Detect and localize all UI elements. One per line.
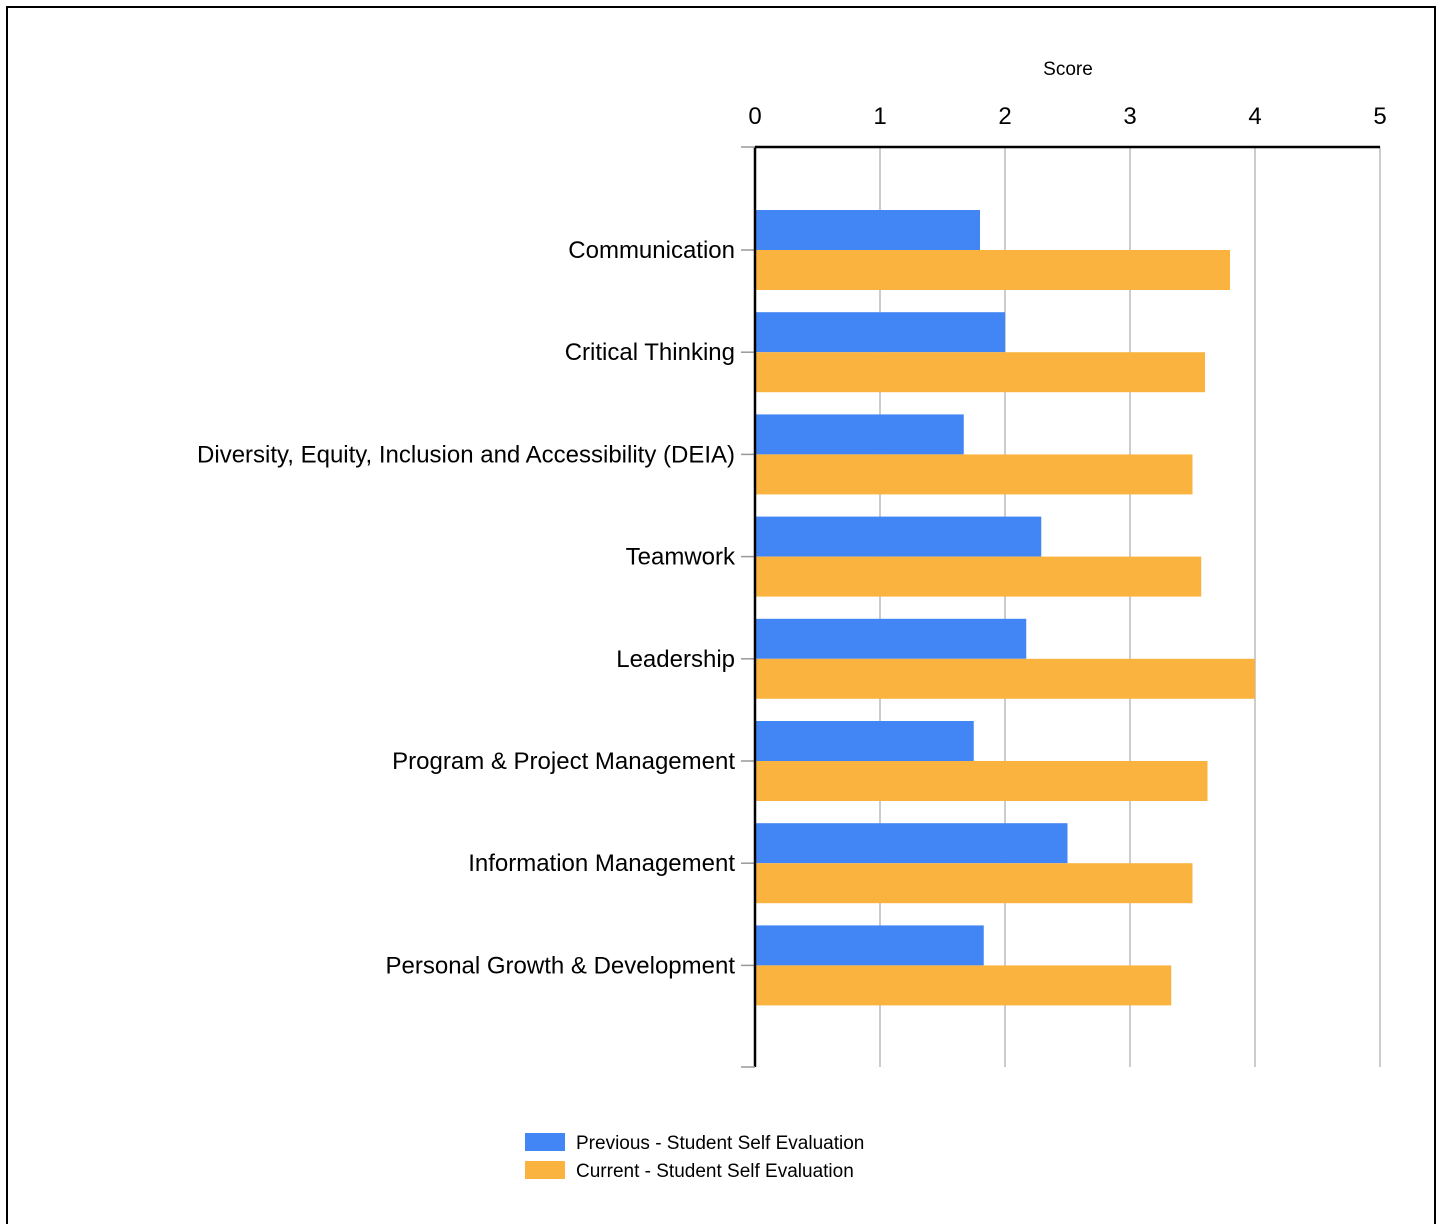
bar-current <box>755 863 1193 904</box>
bar-current <box>755 556 1202 597</box>
category-label: Personal Growth & Development <box>386 952 736 979</box>
category-label: Critical Thinking <box>565 339 735 366</box>
category-label: Communication <box>568 237 735 264</box>
category-label: Diversity, Equity, Inclusion and Accessi… <box>197 441 735 468</box>
category-label: Leadership <box>616 646 735 673</box>
x-axis-title: Score <box>1043 59 1093 80</box>
bar-previous <box>755 721 974 761</box>
x-tick-label: 4 <box>1248 103 1261 130</box>
bar-previous <box>755 516 1042 557</box>
legend-swatch-previous <box>525 1133 565 1151</box>
bar-previous <box>755 925 984 966</box>
bar-current <box>755 454 1193 495</box>
grid-lines <box>879 147 1381 1067</box>
x-tick-label: 3 <box>1123 103 1136 130</box>
bar-previous <box>755 210 980 250</box>
labels: 0 1 2 3 4 5 Communication Critical Thinking Dive… <box>197 103 1387 979</box>
x-tick-label: 5 <box>1373 103 1386 130</box>
bar-current <box>755 352 1205 393</box>
bar-current <box>755 761 1208 801</box>
category-label: Information Management <box>468 850 735 877</box>
bar-current <box>755 250 1230 290</box>
category-label: Program & Project Management <box>392 748 735 775</box>
chart-frame <box>6 6 1436 1224</box>
x-tick-label: 1 <box>873 103 886 130</box>
bar-previous <box>755 312 1005 353</box>
legend-label-previous: Previous - Student Self Evaluation <box>576 1133 864 1154</box>
legend-label-current: Current - Student Self Evaluation <box>576 1161 854 1182</box>
x-tick-label: 0 <box>748 103 761 130</box>
bar-previous <box>755 618 1027 659</box>
bar-current <box>755 965 1172 1006</box>
bar-previous <box>755 414 964 455</box>
bars <box>755 210 1255 1006</box>
axes <box>741 145 1380 1068</box>
bar-previous <box>755 823 1068 864</box>
category-label: Teamwork <box>626 544 736 571</box>
bar-current <box>755 658 1255 699</box>
x-tick-label: 2 <box>998 103 1011 130</box>
legend-swatch-current <box>525 1161 565 1179</box>
legend: Previous - Student Self Evaluation Curren… <box>525 1133 864 1182</box>
